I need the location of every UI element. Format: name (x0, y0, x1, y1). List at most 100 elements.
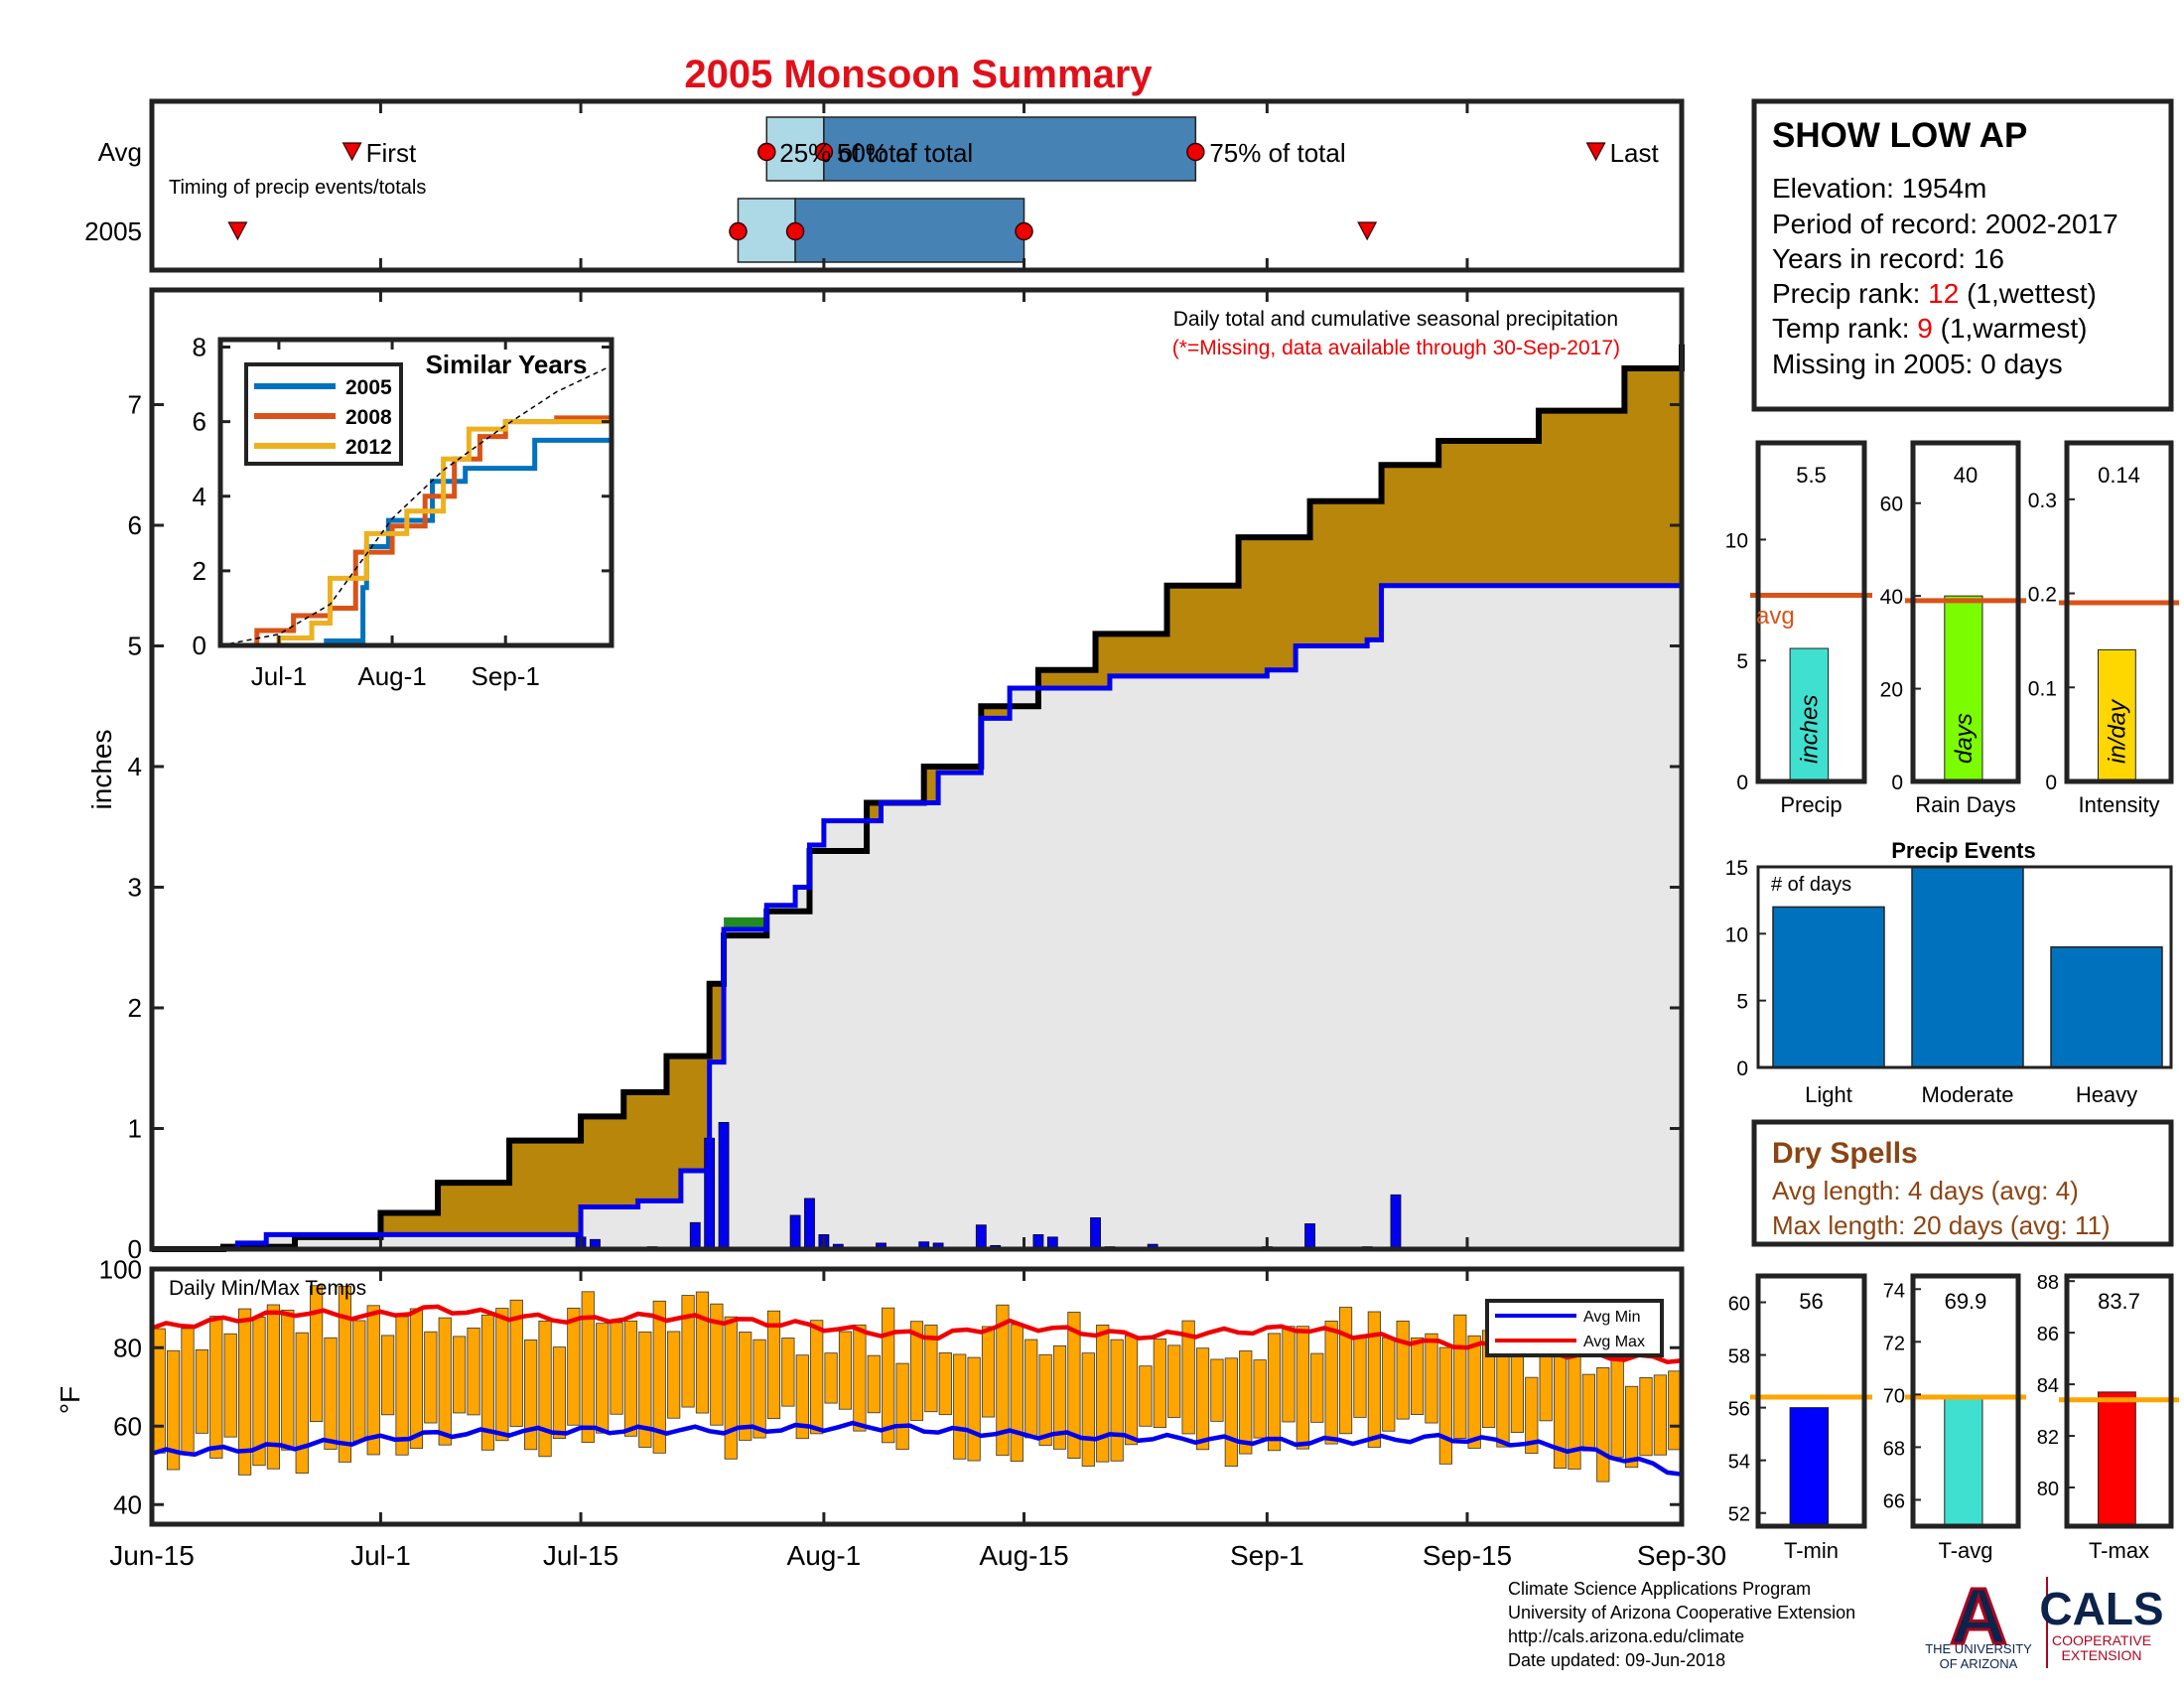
daily-temp-bar (924, 1325, 938, 1413)
temp-stat-y-tick-label: 70 (1883, 1385, 1905, 1407)
timing-caption: Timing of precip events/totals (169, 177, 426, 199)
daily-temp-bar (366, 1305, 380, 1456)
timing-y2005-first-marker (227, 221, 248, 241)
temp-stat-value: 83.7 (2098, 1289, 2140, 1314)
main-y-tick-label: 0 (128, 1234, 142, 1264)
stat-bar-unit: in/day (2104, 698, 2130, 764)
temp-stat-y-tick-label: 80 (2037, 1479, 2059, 1500)
temp-stat-y-tick-label: 72 (1883, 1333, 1905, 1354)
inset-legend-label: 2005 (345, 376, 392, 399)
temp-stat-value: 56 (1799, 1289, 1823, 1314)
stat-y-tick-label: 60 (1880, 494, 1903, 516)
temp-y-tick-label: 40 (113, 1489, 142, 1519)
main-y-tick-label: 5 (128, 632, 142, 661)
daily-temp-bar (838, 1331, 853, 1410)
x-tick-label: Jul-1 (350, 1540, 411, 1571)
temp-stat-y-tick-label: 68 (1883, 1438, 1905, 1460)
stat-y-tick-label: 0 (1891, 772, 1903, 794)
stat-y-tick-label: 20 (1880, 679, 1903, 702)
stat-label: Intensity (2079, 792, 2160, 817)
temp-avg-min-line (151, 1420, 1683, 1477)
daily-precip-bar (789, 1214, 801, 1250)
x-tick-label: Aug-1 (787, 1540, 862, 1571)
daily-temp-bar (1410, 1337, 1425, 1415)
station-temp-rank-part: Temp rank: (1772, 313, 1917, 344)
daily-temp-bar (1081, 1352, 1095, 1467)
daily-temp-bar (781, 1338, 795, 1407)
timing-avg-box-q50-q75 (823, 116, 1197, 182)
daily-temp-bar (509, 1299, 523, 1427)
station-elevation: Elevation: 1954m (1772, 173, 1986, 204)
daily-temp-bar (1052, 1344, 1067, 1450)
daily-temp-bar (938, 1352, 952, 1416)
events-y-tick-label: 15 (1725, 857, 1748, 880)
temp-stat-label: T-max (2089, 1538, 2149, 1563)
daily-temp-bar (1624, 1385, 1639, 1469)
daily-temp-bar (1024, 1339, 1038, 1439)
daily-precip-bar (804, 1198, 815, 1250)
daily-temp-bar (867, 1354, 881, 1414)
daily-temp-bar (1367, 1311, 1381, 1448)
x-tick-label: Jul-15 (543, 1540, 618, 1571)
x-tick-label: Jun-15 (109, 1540, 195, 1571)
stat-y-tick-label: 10 (1725, 529, 1748, 552)
daily-temp-bar (739, 1332, 752, 1441)
daily-temp-bar (1353, 1337, 1367, 1418)
daily-precip-bar (975, 1224, 987, 1250)
timing-avg-last-marker (1585, 142, 1606, 162)
daily-temp-bar (1124, 1335, 1139, 1446)
events-y-label: # of days (1771, 874, 1851, 896)
avg-cumulative-line (152, 344, 1685, 1252)
daily-temp-bar (1581, 1373, 1595, 1452)
temp-stat-value: 69.9 (1945, 1289, 1987, 1314)
above-avg-patch (724, 917, 767, 930)
inset-legend-label: 2008 (345, 406, 392, 429)
temp-stat-y-tick-label: 58 (1728, 1346, 1750, 1368)
temp-stat-bar-2 (2098, 1391, 2136, 1527)
daily-temp-bar (1110, 1339, 1124, 1462)
inset-x-tick-label: Aug-1 (357, 661, 426, 691)
daily-temp-bar (1496, 1345, 1510, 1448)
daily-temp-bar (266, 1304, 281, 1470)
timing-avg-q50-marker (814, 142, 834, 162)
main-y-tick-label: 7 (128, 390, 142, 420)
daily-temp-bar (352, 1320, 366, 1442)
daily-temp-bar (909, 1321, 924, 1421)
daily-temp-bar (195, 1348, 209, 1434)
stat-y-tick-label: 0.2 (2028, 584, 2057, 607)
stat-bar-unit: inches (1796, 695, 1823, 764)
daily-temp-bar (181, 1328, 195, 1456)
daily-temp-bar (667, 1331, 681, 1419)
temp-stat-y-tick-label: 52 (1728, 1504, 1750, 1526)
event-bar-moderate (1911, 866, 2024, 1068)
stat-value: 0.14 (2098, 463, 2140, 488)
footer-line: Date updated: 09-Jun-2018 (1508, 1650, 1725, 1670)
daily-temp-bar (1639, 1376, 1653, 1457)
daily-temp-bar (1038, 1353, 1052, 1447)
stat-y-tick-label: 0.3 (2028, 490, 2057, 512)
inset-y-tick-label: 2 (193, 556, 206, 586)
main-y-tick-label: 3 (128, 873, 142, 903)
main-y-tick-label: 1 (128, 1114, 142, 1144)
daily-temp-bar (495, 1308, 509, 1442)
stat-bar-unit: days (1951, 713, 1978, 764)
daily-temp-bar (1224, 1357, 1238, 1468)
daily-temp-bar (766, 1310, 781, 1420)
daily-temp-bar (795, 1354, 809, 1440)
daily-temp-bar (724, 1316, 738, 1460)
daily-precip-bar (1390, 1194, 1402, 1250)
year-cumulative-line (152, 583, 1682, 1252)
station-precip-rank: Precip rank: 12 (1,wettest) (1772, 278, 2097, 309)
daily-temp-bar (167, 1349, 181, 1471)
stat-y-tick-label: 0.1 (2028, 677, 2057, 700)
daily-temp-bar (438, 1317, 452, 1446)
events-title: Precip Events (1891, 838, 2036, 863)
x-tick-label: Aug-15 (979, 1540, 1068, 1571)
timing-row-label-avg: Avg (98, 137, 142, 167)
daily-temp-bar (652, 1300, 666, 1454)
temp-stat-label: T-min (1784, 1538, 1839, 1563)
timing-avg-box-q25-q50 (765, 116, 825, 182)
inset-frame (217, 337, 614, 648)
